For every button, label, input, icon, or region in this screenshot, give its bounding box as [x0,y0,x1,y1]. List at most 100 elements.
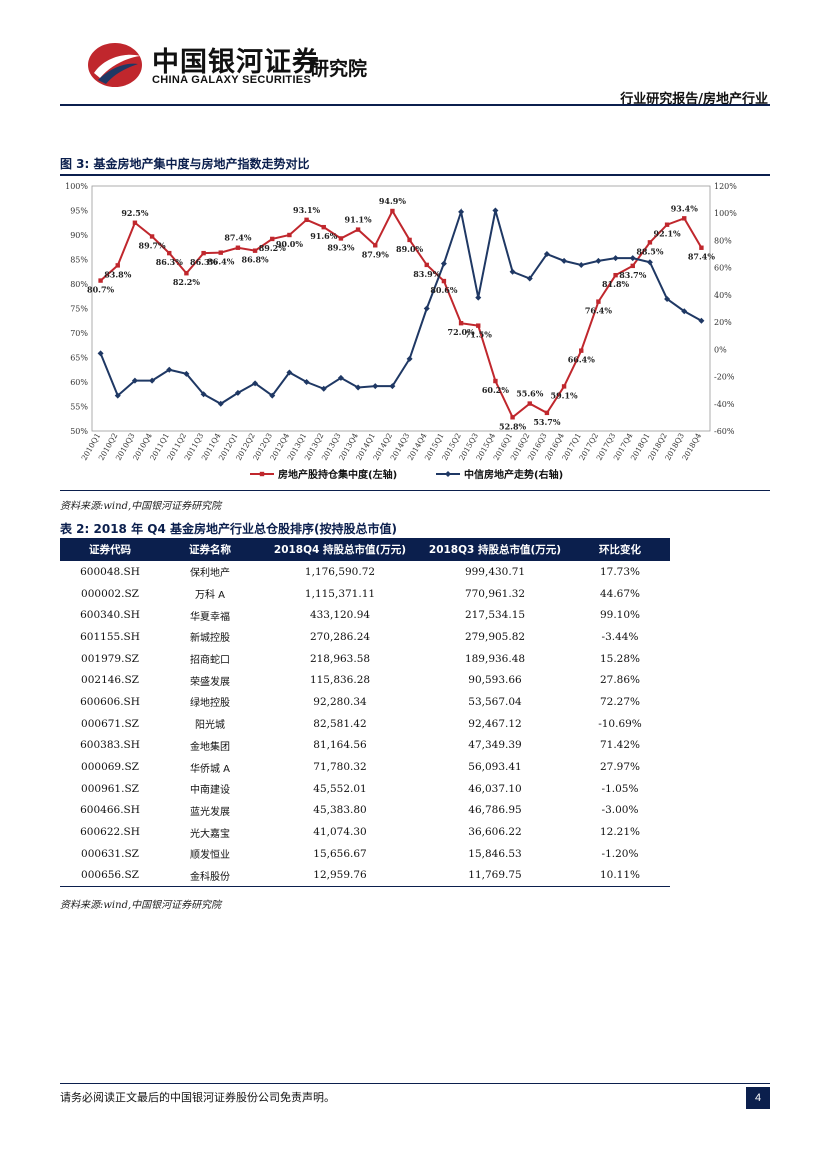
concentration-point [527,401,532,406]
index-point [372,383,379,390]
data-label: 86.4% [207,257,234,267]
table-row: 000961.SZ 中南建设 45,552.01 46,037.10 -1.05% [60,778,670,800]
index-series-line [99,207,702,405]
cell-code: 601155.SH [80,630,140,643]
concentration-point [201,250,206,256]
index-point [681,308,688,315]
cell-name: 光大嘉宝 [190,828,230,840]
footer-divider [60,1083,770,1084]
table-row: 000002.SZ 万科 A 1,115,371.11 770,961.32 44.67… [60,583,670,605]
cell-code: 000002.SZ [81,587,139,600]
cell-change: -10.69% [598,717,642,730]
table-row: 000631.SZ 顺发恒业 15,656.67 15,846.53 -1.20% [60,843,670,865]
data-label: 89.3% [327,242,354,252]
cell-code: 600622.SH [80,826,140,839]
cell-q4-value: 1,176,590.72 [304,565,376,578]
index-point [440,260,447,267]
index-point [200,391,207,398]
right-axis-tick-label: -60% [714,427,735,436]
cell-q4-value: 1,115,371.11 [304,587,376,600]
institute-label: 研究院 [310,58,368,80]
index-point [595,257,602,264]
cell-q3-value: 770,961.32 [464,587,526,600]
brand-name-cn: 中国银河证券 [152,47,320,78]
left-axis-tick-label: 65% [70,354,88,363]
col-header-name: 证券名称 [160,538,260,561]
left-axis-tick-label: 90% [70,231,88,240]
data-label: 82.2% [173,277,200,287]
concentration-series-line [99,208,703,419]
index-point [114,392,121,399]
index-point [217,400,224,407]
index-point [492,207,499,214]
table-row: 600340.SH 华夏幸福 433,120.94 217,534.15 99.10% [60,604,670,626]
right-axis-tick-label: 40% [714,291,732,300]
index-point [269,392,276,399]
index-point [97,350,104,357]
table-row: 000069.SZ 华侨城 A 71,780.32 56,093.41 27.97% [60,756,670,778]
cell-code: 600383.SH [80,739,140,752]
disclaimer-note: 请务必阅读正文最后的中国银河证券股份公司免责声明。 [60,1091,335,1104]
cell-q4-value: 45,383.80 [313,804,367,817]
page-number: 4 [746,1087,770,1109]
concentration-point [476,323,481,328]
cell-name: 绿地控股 [190,698,230,710]
table-row: 600383.SH 金地集团 81,164.56 47,349.39 71.42% [60,735,670,757]
cell-q3-value: 11,769.75 [420,864,570,888]
col-header-q3-value: 2018Q3 持股总市值(万元) [420,538,570,561]
cell-q3-value: 92,467.12 [468,717,522,730]
data-label: 52.8% [499,421,526,431]
index-point [526,275,533,282]
concentration-point [115,263,120,268]
concentration-point [561,384,567,389]
cell-change: 12.21% [599,826,641,839]
cell-q4-value: 433,120.94 [309,609,371,622]
figure-title: 图 3: 基金房地产集中度与房地产指数走势对比 [60,157,310,171]
cell-change: -1.20% [601,847,639,860]
data-label: 55.6% [516,389,543,399]
cell-q3-value: 15,846.53 [468,847,522,860]
concentration-point [458,321,464,326]
cell-name: 金地集团 [190,741,230,753]
cell-change: -3.44% [601,630,639,643]
cell-change: 72.27% [599,695,641,708]
index-point [664,295,671,302]
table-row: 600048.SH 保利地产 1,176,590.72 999,430.71 17.73… [60,561,670,583]
data-label: 90.0% [276,239,303,249]
index-point [543,251,550,258]
cell-name: 招商蛇口 [190,655,230,667]
cell-q3-value: 217,534.15 [464,609,526,622]
data-label: 88.5% [636,246,663,256]
concentration-point [441,278,447,284]
cell-change: 71.42% [599,739,641,752]
figure-source: 资料来源:wind,中国银河证券研究院 [60,501,222,512]
table-row: 601155.SH 新城控股 270,286.24 279,905.82 -3.44% [60,626,670,648]
data-label: 72.0% [448,327,475,337]
concentration-chart: 50% 55% 60% 65% 70% 75% 80% 85% 90% 95% 100% -60% -4… [60,178,770,488]
data-label: 87.4% [688,252,715,262]
concentration-point [270,236,275,242]
data-label: 86.3% [156,257,183,267]
data-label: 83.7% [619,270,646,280]
data-label: 89.2% [259,243,286,253]
table-source: 资料来源:wind,中国银河证券研究院 [60,900,222,911]
index-point [252,380,259,387]
table-row: 600606.SH 绿地控股 92,280.34 53,567.04 72.27% [60,691,670,713]
brand-name-en: CHINA GALAXY SECURITIES [152,74,312,86]
right-axis-tick-label: 120% [714,182,737,191]
data-label: 89.0% [396,244,423,254]
cell-change: 44.67% [599,587,641,600]
data-label: 87.9% [362,249,389,259]
data-label: 80.6% [430,285,457,295]
cell-name: 新城控股 [190,633,230,645]
index-point [509,268,516,275]
table-row: 001979.SZ 招商蛇口 218,963.58 189,936.48 15.28% [60,648,670,670]
index-point [149,377,156,384]
col-header-code: 证券代码 [60,538,160,561]
cell-name: 蓝光发展 [190,806,230,818]
legend-concentration-label: 房地产股持仓集中度(左轴) [278,468,397,481]
data-label: 93.1% [293,205,320,215]
cell-q3-value: 90,593.66 [468,674,522,687]
cell-q4-value: 81,164.56 [313,739,367,752]
index-point [458,208,465,215]
